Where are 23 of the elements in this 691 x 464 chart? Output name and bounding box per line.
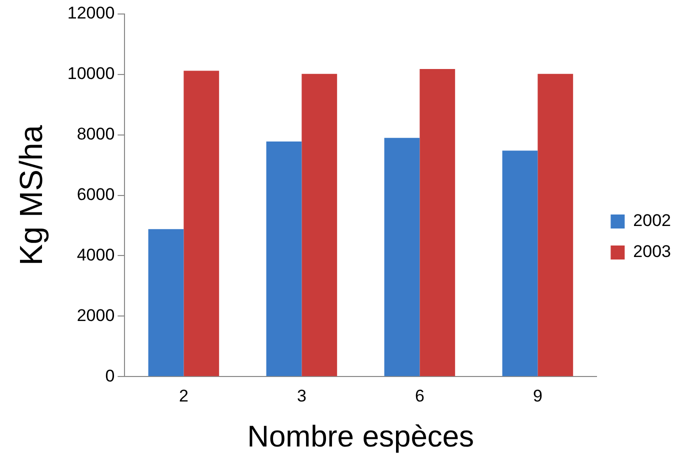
bar [502, 150, 538, 376]
x-axis-title: Nombre espèces [247, 420, 474, 454]
y-tick-label: 0 [105, 366, 115, 386]
y-tick-label: 4000 [76, 245, 115, 264]
y-tick-label: 6000 [76, 184, 115, 204]
y-tick-label: 8000 [76, 124, 115, 144]
y-tick-label: 10000 [67, 64, 115, 84]
bar [302, 74, 338, 376]
x-tick-label: 9 [532, 386, 542, 406]
x-tick-label: 6 [414, 386, 424, 406]
y-axis-title: Kg MS/ha [13, 124, 50, 266]
bar [266, 142, 302, 376]
bar [384, 138, 420, 376]
bar [420, 68, 456, 376]
bar [148, 229, 184, 376]
y-tick-label: 2000 [76, 306, 115, 325]
x-tick-label: 3 [296, 386, 306, 406]
legend-label: 2003 [633, 242, 672, 262]
bar [184, 70, 220, 376]
y-tick-label: 12000 [67, 4, 115, 23]
bar [538, 74, 574, 376]
legend-label: 2002 [633, 211, 672, 230]
x-tick-label: 2 [178, 386, 188, 406]
